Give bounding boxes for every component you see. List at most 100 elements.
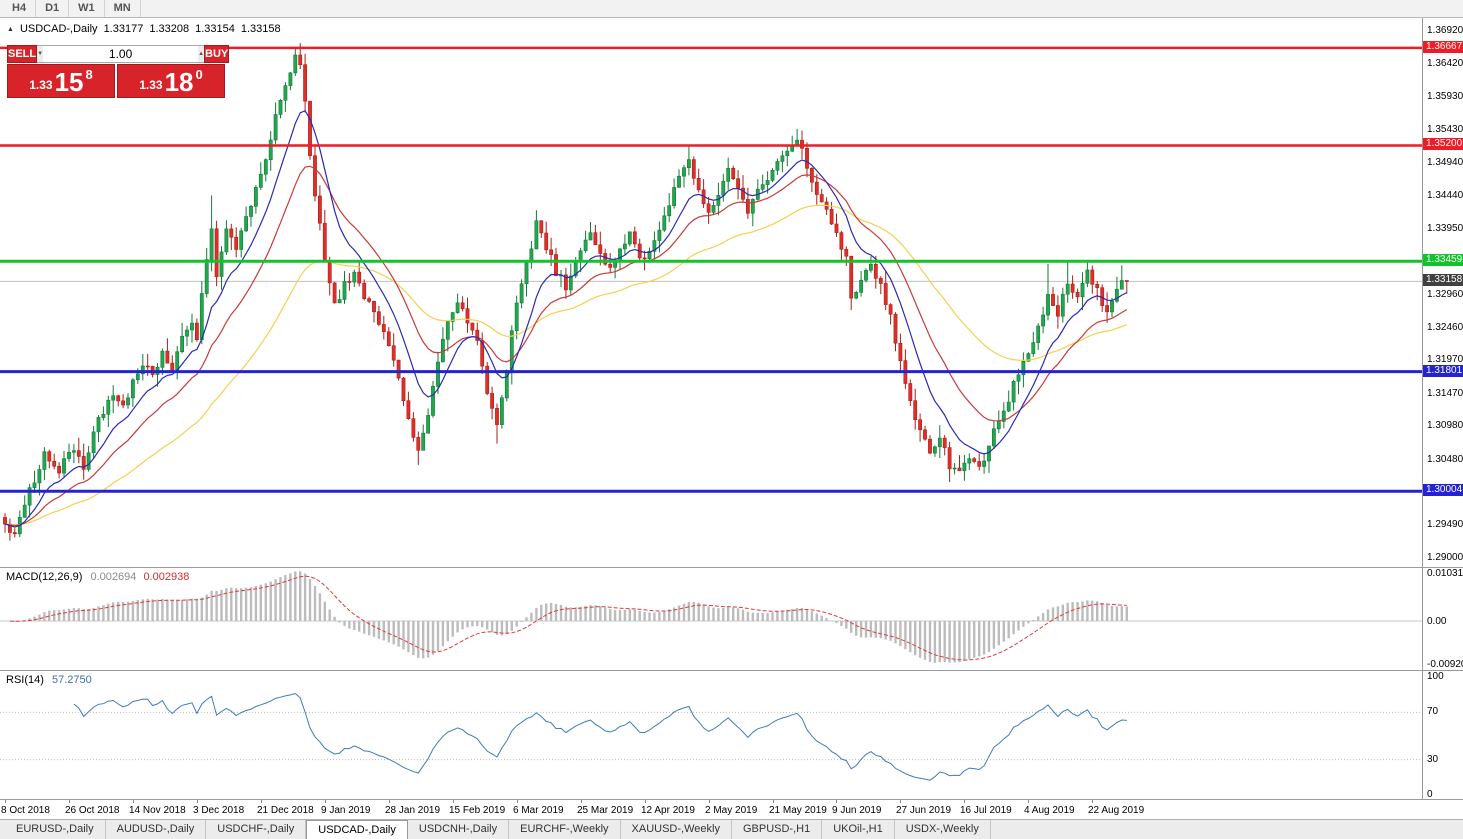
chart-tab-gbpusd[interactable]: GBPUSD-,H1 [732,820,823,839]
price-tick: 1.35930 [1427,91,1463,102]
price-tick: 1.31470 [1427,388,1463,399]
price-tick: 1.35430 [1427,124,1463,135]
buy-button[interactable]: BUY [204,45,230,63]
ohlc-high: 1.33208 [149,23,190,35]
chart-window: 1.36920 1.36420 1.35930 1.35430 1.34940 1.344… [0,18,1463,819]
chart-tab-xauusd[interactable]: XAUUSD-,Weekly [621,820,732,839]
chart-tab-ukoil[interactable]: UKOil-,H1 [822,820,895,839]
price-chart[interactable] [0,18,1422,567]
date-label: 28 Jan 2019 [385,805,441,816]
date-tick [261,800,262,803]
macd-axis: 0.010311 0.00 -0.0092030 [1422,568,1463,670]
chart-tab-usdx[interactable]: USDX-,Weekly [895,820,991,839]
bid-price-display[interactable]: 1.33 15 8 [7,64,115,98]
date-label: 25 Mar 2019 [577,805,634,816]
date-tick [964,800,965,803]
rsi-header: RSI(14) 57.2750 [6,674,92,686]
current-price-badge: 1.33158 [1423,274,1463,286]
volume-input[interactable] [43,45,199,63]
date-tick [389,800,390,803]
price-panel: 1.36920 1.36420 1.35930 1.35430 1.34940 1.344… [0,18,1463,567]
date-tick [517,800,518,803]
date-tick [773,800,774,803]
volume-decrease-button[interactable]: ▼ [37,45,44,63]
ask-price-display[interactable]: 1.33 18 0 [117,64,225,98]
macd-signal-value: 0.002938 [143,571,190,583]
price-tick: 1.32460 [1427,322,1463,333]
chart-tab-eurusd[interactable]: EURUSD-,Daily [5,820,106,839]
rsi-value: 57.2750 [51,674,92,686]
rsi-panel: 100 70 30 0 RSI(14) 57.2750 [0,670,1463,800]
macd-axis-label: -0.0092030 [1427,659,1463,670]
date-label: 2 May 2019 [705,805,758,816]
date-label: 4 Aug 2019 [1024,805,1075,816]
price-tick: 1.30980 [1427,420,1463,431]
date-tick [709,800,710,803]
date-label: 8 Oct 2018 [1,805,50,816]
date-label: 26 Oct 2018 [65,805,120,816]
price-tick: 1.29000 [1427,552,1463,563]
date-axis: 8 Oct 2018 26 Oct 2018 14 Nov 2018 3 Dec 20… [0,799,1463,819]
date-tick [1028,800,1029,803]
level-price-badge: 1.30004 [1423,484,1463,496]
date-label: 6 Mar 2019 [513,805,564,816]
timeframe-button-h4[interactable]: H4 [3,0,37,17]
date-label: 15 Feb 2019 [449,805,506,816]
chart-tab-audusd[interactable]: AUDUSD-,Daily [106,820,207,839]
ask-price-pips: 18 [164,67,194,97]
date-tick [69,800,70,803]
date-tick [5,800,6,803]
date-tick [900,800,901,803]
chart-tab-usdchf[interactable]: USDCHF-,Daily [206,820,307,839]
rsi-axis-label: 70 [1427,706,1439,717]
chart-tab-usdcad[interactable]: USDCAD-,Daily [306,820,408,839]
bid-price-pips: 15 [54,67,84,97]
rsi-axis-label: 100 [1427,671,1444,682]
macd-axis-label: 0.00 [1427,616,1447,627]
ask-price-point: 0 [195,67,203,82]
timeframe-toolbar: H4 D1 W1 MN [0,0,1463,18]
bid-price-point: 8 [85,67,93,82]
volume-increase-button[interactable]: ▲ [198,45,205,63]
timeframe-button-w1[interactable]: W1 [69,0,105,17]
chart-tab-usdcnh[interactable]: USDCNH-,Daily [408,820,510,839]
date-tick [645,800,646,803]
timeframe-button-d1[interactable]: D1 [36,0,70,17]
date-tick [453,800,454,803]
macd-main-value: 0.002694 [90,571,137,583]
chart-symbol-title: USDCAD-,Daily [19,23,98,35]
date-label: 3 Dec 2018 [193,805,245,816]
timeframe-button-mn[interactable]: MN [105,0,141,17]
level-price-badge: 1.35200 [1423,138,1463,150]
date-label: 27 Jun 2019 [896,805,952,816]
level-price-badge: 1.31801 [1423,365,1463,377]
date-label: 14 Nov 2018 [129,805,186,816]
date-label: 16 Jul 2019 [960,805,1012,816]
rsi-axis-label: 0 [1427,789,1433,800]
bid-price-prefix: 1.33 [29,78,53,92]
rsi-axis-label: 30 [1427,754,1439,765]
collapse-arrow-icon[interactable]: ▲ [7,25,14,33]
macd-chart[interactable] [0,568,1422,670]
level-price-badge: 1.36667 [1423,41,1463,53]
price-tick: 1.36920 [1427,25,1463,36]
rsi-label: RSI(14) [6,674,44,686]
price-tick: 1.34940 [1427,157,1463,168]
ohlc-low: 1.33154 [195,23,235,35]
macd-axis-label: 0.010311 [1427,568,1463,579]
ask-price-prefix: 1.33 [139,78,163,92]
date-tick [325,800,326,803]
chart-tab-eurchf[interactable]: EURCHF-,Weekly [509,820,621,839]
sell-button[interactable]: SELL [7,45,38,63]
price-tick: 1.29490 [1427,519,1463,530]
date-label: 21 May 2019 [769,805,827,816]
date-label: 12 Apr 2019 [641,805,695,816]
chart-tab-bar: EURUSD-,Daily AUDUSD-,Daily USDCHF-,Daily U… [0,819,1463,839]
macd-label: MACD(12,26,9) [6,571,83,583]
rsi-chart[interactable] [0,671,1422,799]
date-label: 9 Jun 2019 [832,805,882,816]
date-label: 22 Aug 2019 [1088,805,1145,816]
price-tick: 1.34440 [1427,190,1463,201]
date-tick [133,800,134,803]
